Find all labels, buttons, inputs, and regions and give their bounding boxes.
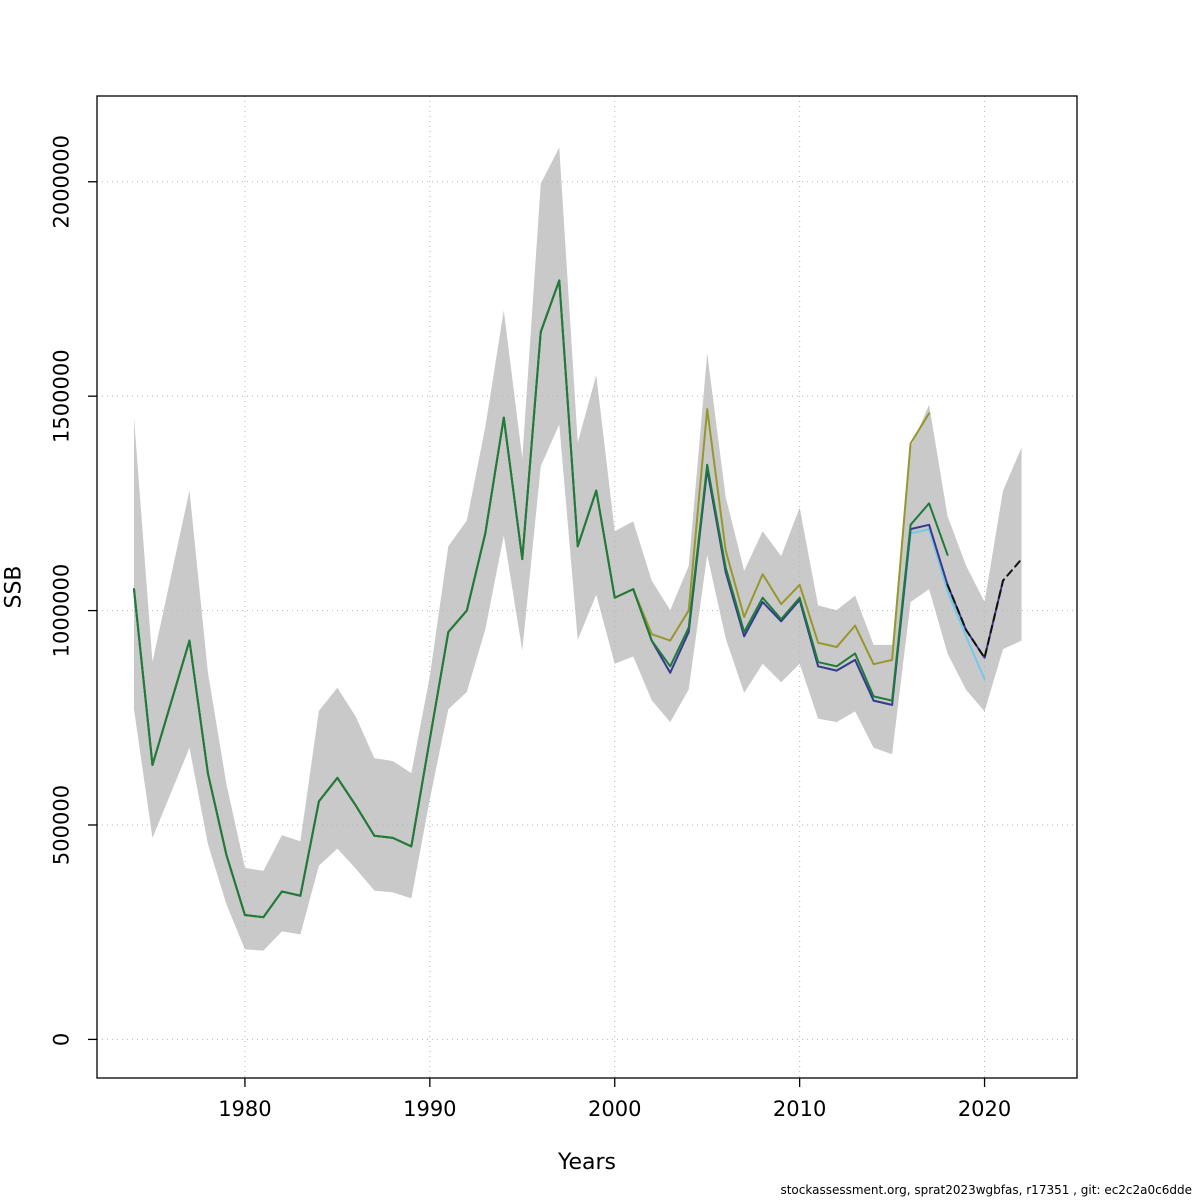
y-axis-title: SSB <box>1 565 27 609</box>
x-tick-label: 2020 <box>958 1097 1011 1121</box>
x-tick-label: 2010 <box>773 1097 826 1121</box>
series-line-black-dashed-run <box>946 558 1023 659</box>
y-tick-label: 500000 <box>49 785 73 865</box>
plot-border <box>96 95 1078 1079</box>
y-tick-label: 0 <box>49 1033 73 1046</box>
x-tick-label: 2000 <box>588 1097 641 1121</box>
y-tick-label: 1000000 <box>49 564 73 658</box>
confidence-band <box>133 147 1022 951</box>
y-tick-label: 1500000 <box>49 349 73 443</box>
series-line-green-run <box>132 279 949 919</box>
x-axis-title: Years <box>557 1150 617 1175</box>
x-tick-label: 1990 <box>403 1097 456 1121</box>
y-tick-label: 2000000 <box>49 135 73 229</box>
x-tick-label: 1980 <box>218 1097 271 1121</box>
footer-attribution: stockassessment.org, sprat2023wgbfas, r1… <box>780 1183 1192 1197</box>
